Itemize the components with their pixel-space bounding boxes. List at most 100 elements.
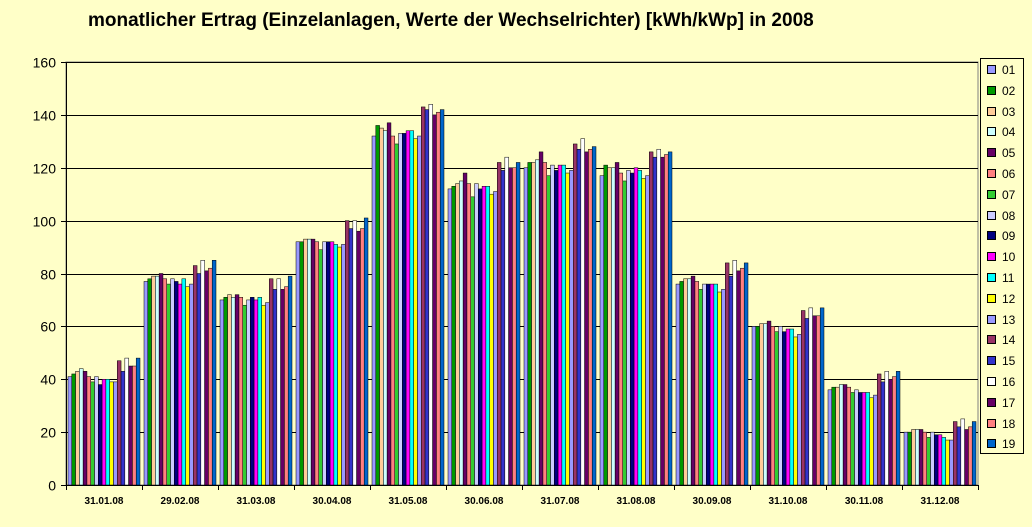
y-tick-label: 140	[33, 108, 57, 124]
bar	[219, 299, 225, 486]
x-tick-label: 30.04.08	[313, 496, 352, 507]
bar	[603, 164, 608, 486]
bar	[318, 249, 323, 486]
bar	[527, 162, 532, 486]
bar	[143, 281, 149, 486]
bar	[345, 220, 350, 486]
bar	[694, 281, 699, 486]
legend-label: 14	[1002, 333, 1016, 348]
bar	[880, 381, 886, 486]
bar	[892, 376, 897, 486]
bar	[573, 143, 578, 486]
bar	[386, 122, 392, 486]
x-tick-label: 31.07.08	[541, 496, 580, 507]
bar	[402, 133, 407, 486]
bar	[763, 323, 768, 486]
bar	[238, 297, 243, 486]
bar	[356, 230, 361, 486]
bar	[664, 154, 669, 486]
bar	[75, 371, 80, 486]
legend-label: 04	[1002, 125, 1016, 140]
bar	[523, 167, 529, 486]
legend-swatch	[987, 273, 996, 282]
bar	[322, 241, 327, 486]
bar	[934, 434, 939, 486]
bar	[846, 386, 851, 486]
bar	[337, 246, 342, 486]
legend-swatch	[987, 231, 996, 241]
bar	[569, 170, 574, 486]
bar	[405, 130, 411, 486]
bar	[94, 376, 99, 486]
bar	[512, 167, 517, 486]
x-tick-label: 31.03.08	[237, 496, 276, 507]
legend-label: 05	[1002, 146, 1016, 161]
bar	[497, 162, 502, 486]
bar	[299, 241, 304, 486]
bar	[789, 328, 794, 486]
bar	[949, 439, 954, 486]
bar	[656, 148, 661, 486]
x-tick-label: 31.01.08	[85, 496, 124, 507]
bar	[827, 389, 833, 486]
bar	[466, 183, 471, 486]
bar	[937, 434, 943, 486]
x-tick-label: 30.11.08	[845, 496, 884, 507]
bar	[326, 241, 331, 486]
bar	[580, 138, 585, 486]
x-tick-label: 31.12.08	[921, 496, 960, 507]
gridlines	[66, 62, 978, 433]
bar	[71, 373, 76, 486]
bar	[174, 281, 179, 486]
bar	[242, 304, 247, 486]
chart-title: monatlicher Ertrag (Einzelanlagen, Werte…	[88, 10, 814, 31]
bar	[895, 371, 901, 486]
bar	[295, 241, 301, 486]
bar	[227, 294, 232, 486]
legend-label: 09	[1002, 229, 1016, 244]
bar	[310, 238, 316, 486]
bar	[755, 326, 760, 486]
bar	[869, 397, 874, 486]
y-tick-label: 100	[33, 214, 57, 230]
bar	[101, 379, 107, 486]
legend-label: 17	[1002, 395, 1016, 410]
bar	[732, 260, 737, 486]
bar	[200, 260, 205, 486]
bar	[504, 156, 509, 486]
bar	[409, 130, 414, 486]
legend-swatch	[987, 148, 996, 158]
bar	[421, 106, 426, 486]
bar	[591, 146, 597, 486]
bar	[614, 162, 620, 486]
bar	[649, 151, 654, 486]
bar	[960, 418, 965, 486]
bar	[257, 297, 262, 486]
bar	[660, 156, 665, 486]
bar	[702, 283, 707, 486]
legend-swatch	[987, 252, 996, 262]
legend-label: 12	[1002, 291, 1016, 306]
bar	[599, 175, 605, 486]
bar	[565, 172, 570, 486]
x-tick-labels: 31.01.08 29.02.08 31.03.08 30.04.08 31.05.08…	[85, 496, 960, 507]
bar	[474, 183, 479, 486]
bar	[459, 180, 464, 486]
bar	[546, 175, 551, 486]
bar	[489, 193, 494, 486]
bar	[390, 135, 395, 486]
bar	[481, 186, 487, 486]
bar	[211, 260, 217, 486]
bar	[785, 328, 791, 486]
bar	[918, 429, 924, 486]
x-tick-label: 29.02.08	[161, 496, 200, 507]
bar	[117, 360, 122, 486]
bar	[478, 188, 483, 486]
bar	[728, 275, 734, 486]
bar	[531, 162, 536, 486]
bar	[774, 331, 779, 486]
bar	[797, 334, 802, 486]
bar	[801, 310, 806, 486]
bar	[740, 267, 745, 486]
bar	[607, 167, 612, 486]
